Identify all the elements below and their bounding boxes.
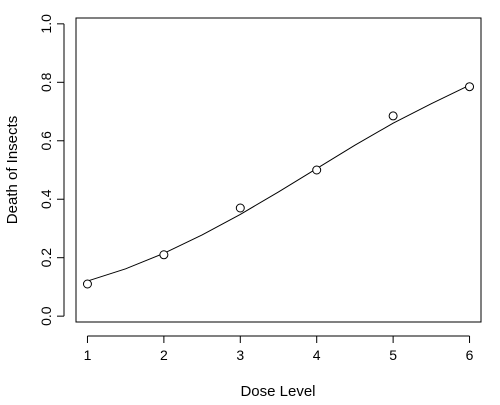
y-tick-label-3: 0.6 xyxy=(38,131,54,151)
y-axis: 0.0 0.2 0.4 0.6 0.8 1.0 xyxy=(38,14,65,326)
data-point-1 xyxy=(159,250,169,260)
data-point-4 xyxy=(388,111,398,121)
data-point-0 xyxy=(82,279,92,289)
data-points-layer xyxy=(82,82,475,289)
data-point-5 xyxy=(465,82,475,92)
x-tick-label-2: 3 xyxy=(236,347,244,363)
x-tick-label-0: 1 xyxy=(84,347,92,363)
x-tick-label-3: 4 xyxy=(313,347,321,363)
y-tick-label-4: 0.8 xyxy=(38,72,54,92)
x-axis-title: Dose Level xyxy=(240,383,315,400)
fitted-curve-layer xyxy=(87,84,470,282)
x-tick-label-1: 2 xyxy=(160,347,168,363)
y-tick-label-1: 0.2 xyxy=(38,248,54,268)
y-tick-label-2: 0.4 xyxy=(38,189,54,209)
x-axis: 1 2 3 4 5 6 xyxy=(84,335,474,363)
fitted-curve-line xyxy=(87,84,470,282)
y-tick-label-5: 1.0 xyxy=(38,14,54,34)
data-point-2 xyxy=(235,203,245,213)
y-axis-title: Death of Insects xyxy=(4,116,21,224)
plot-frame xyxy=(75,17,482,323)
x-tick-label-4: 5 xyxy=(389,347,397,363)
y-tick-label-0: 0.0 xyxy=(38,306,54,326)
x-tick-label-5: 6 xyxy=(466,347,474,363)
data-point-3 xyxy=(312,165,322,175)
